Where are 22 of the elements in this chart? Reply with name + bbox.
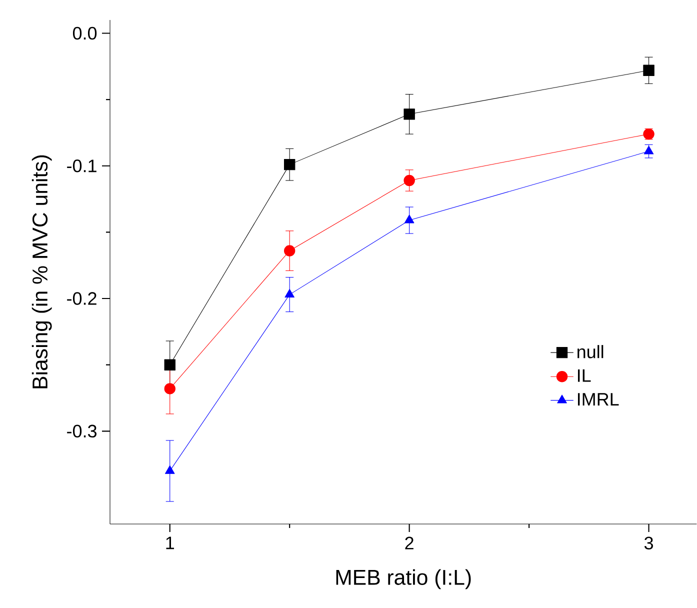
legend-label: null: [578, 345, 604, 358]
x-tick-label: 1: [166, 536, 174, 550]
y-tick-label: 0.0: [72, 26, 97, 40]
legend-label: IMRL: [578, 393, 619, 406]
x-axis-title: MEB ratio (I:L): [336, 569, 471, 590]
point: [164, 465, 175, 474]
point: [643, 64, 654, 76]
point: [404, 214, 414, 224]
point: [284, 158, 296, 170]
y-tick-label: -0.1: [67, 160, 96, 172]
point: [164, 383, 176, 394]
y-tick-label: -0.2: [67, 292, 96, 305]
point: [284, 288, 294, 298]
point: [404, 174, 415, 186]
x-tick-label: 3: [644, 536, 653, 550]
legend-label: IL: [578, 369, 591, 382]
x-tick-label: 2: [405, 536, 414, 550]
y-tick-label: -0.3: [67, 424, 96, 438]
point: [164, 359, 176, 370]
point: [404, 108, 415, 120]
y-axis-title: Biasing (in % MVC units): [32, 155, 52, 388]
point: [284, 245, 296, 256]
